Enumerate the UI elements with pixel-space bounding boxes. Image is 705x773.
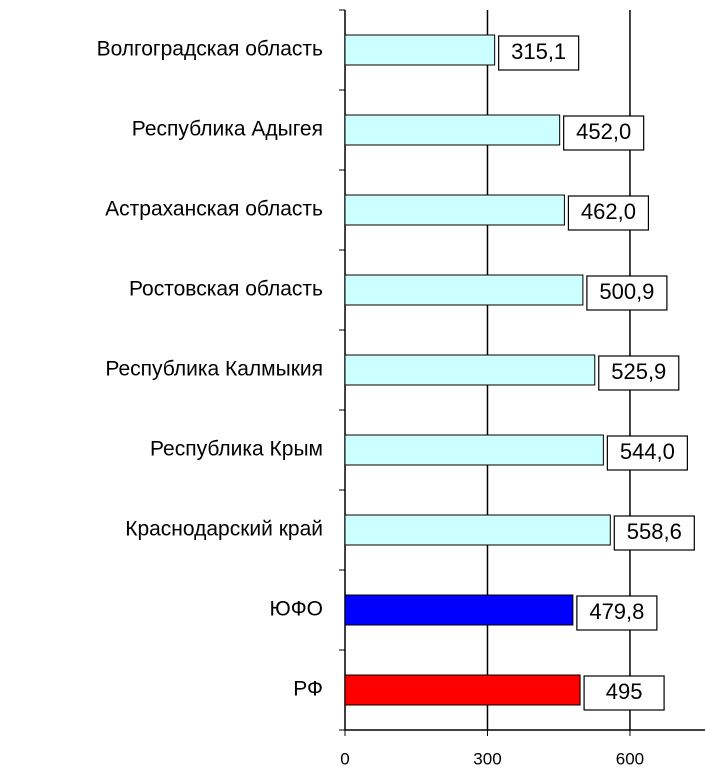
category-label: Волгоградская область <box>97 38 323 61</box>
category-label: Краснодарский край <box>125 518 323 541</box>
category-label: Республика Крым <box>150 438 323 461</box>
value-label: 525,9 <box>611 359 666 384</box>
x-tick-label: 0 <box>340 749 349 768</box>
value-label-box <box>576 595 658 631</box>
value-label-box <box>498 35 580 71</box>
bar <box>344 34 496 66</box>
category-label: Республика Калмыкия <box>105 358 323 381</box>
bar <box>344 274 584 306</box>
category-label: Ростовская область <box>129 278 323 301</box>
x-tick-label: 600 <box>616 749 644 768</box>
category-label: РФ <box>293 678 323 701</box>
category-label: Республика Адыгея <box>132 118 323 141</box>
value-label-box <box>606 435 688 471</box>
value-label-box <box>563 115 645 151</box>
bar <box>344 434 604 466</box>
value-label: 452,0 <box>576 119 631 144</box>
bar <box>344 354 596 386</box>
value-label-box <box>598 355 680 391</box>
bar <box>344 674 581 706</box>
value-label-box <box>586 275 668 311</box>
value-label: 544,0 <box>620 439 675 464</box>
value-label: 558,6 <box>627 519 682 544</box>
value-label: 500,9 <box>599 279 654 304</box>
bar <box>344 594 574 626</box>
category-label: Астраханская область <box>105 198 323 221</box>
x-tick-label: 300 <box>473 749 501 768</box>
bar <box>344 114 561 146</box>
value-label: 479,8 <box>589 599 644 624</box>
value-label-box <box>583 675 665 711</box>
value-label: 462,0 <box>581 199 636 224</box>
value-label: 495 <box>606 679 643 704</box>
bar <box>344 514 611 546</box>
bar <box>344 194 565 226</box>
value-label: 315,1 <box>511 39 566 64</box>
value-label-box <box>567 195 650 231</box>
value-label-box <box>613 515 695 551</box>
category-label: ЮФО <box>269 598 323 621</box>
